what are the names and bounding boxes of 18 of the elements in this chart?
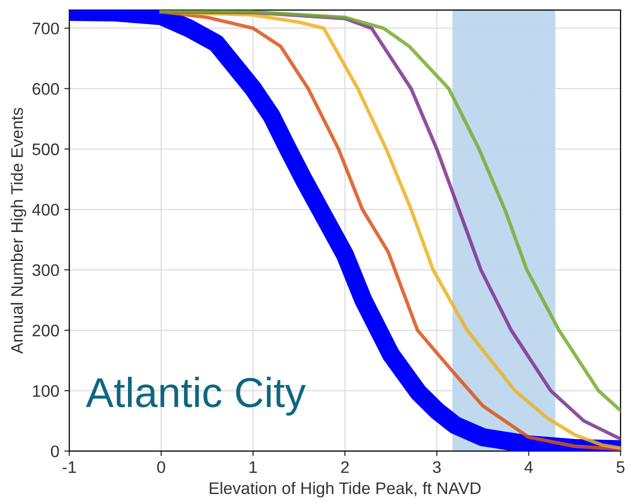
y-tick-label: 200: [32, 324, 59, 336]
x-tick-label: 0: [157, 461, 166, 474]
x-tick-label: 1: [250, 461, 257, 473]
y-tick-label: 100: [33, 385, 59, 397]
annotation: Atlantic City: [86, 376, 306, 416]
y-tick-label: 0: [50, 445, 59, 458]
x-tick-label: -1: [62, 461, 76, 473]
x-tick-label: 3: [432, 461, 441, 474]
y-tick-label: 400: [32, 204, 59, 216]
x-tick-label: 2: [341, 461, 349, 473]
y-tick-label: 600: [32, 83, 59, 95]
y-tick-label: 500: [32, 143, 59, 156]
y-tick-label: 300: [32, 264, 59, 276]
x-tick-label: 4: [524, 461, 533, 473]
y-axis-title: Annual Number High Tide Events: [10, 108, 26, 354]
x-axis-title: Elevation of High Tide Peak, ft NAVD: [210, 482, 481, 498]
y-tick-label: 700: [32, 22, 59, 34]
x-tick-label: 5: [616, 461, 624, 474]
